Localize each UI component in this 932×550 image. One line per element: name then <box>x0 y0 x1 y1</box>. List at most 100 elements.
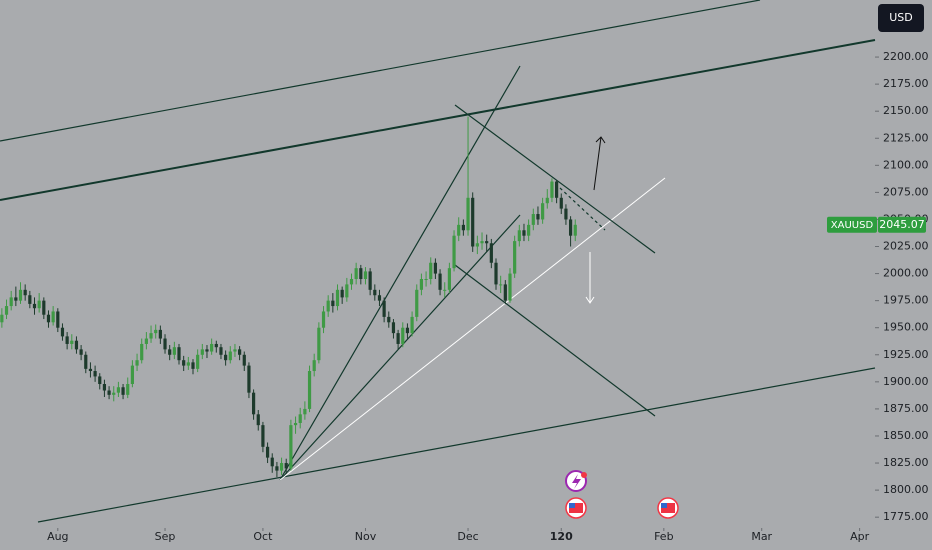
candle-body <box>564 208 568 220</box>
trend-line <box>37 367 876 523</box>
candle-body <box>541 203 545 220</box>
axes: 1775.00 1800.00 1825.00 1850.00 1875.00 1900.… <box>47 50 928 543</box>
y-tick-label: 2100.00 <box>883 158 929 171</box>
candle-body <box>522 230 526 236</box>
x-tick-label: Feb <box>654 530 673 543</box>
candle-body <box>186 362 190 366</box>
y-tick-label: 2075.00 <box>883 185 929 198</box>
candle-body <box>270 457 274 467</box>
candle-body <box>573 224 577 236</box>
candle-body <box>144 338 148 344</box>
candle-body <box>419 278 424 290</box>
candle-body <box>200 349 204 355</box>
drawings <box>0 0 876 523</box>
event-dot <box>581 472 587 478</box>
candle-body <box>349 278 354 285</box>
price-badge <box>878 216 926 233</box>
candle-body <box>368 271 372 290</box>
candle-body <box>182 360 186 366</box>
trend-line <box>454 264 656 417</box>
y-tick-label: 2200.00 <box>883 50 929 63</box>
candle-body <box>158 329 162 339</box>
y-tick-label: 1775.00 <box>883 510 929 523</box>
candle-body <box>298 414 302 423</box>
candle-body <box>312 360 316 372</box>
candle-body <box>98 376 102 385</box>
candle-body <box>550 181 554 198</box>
y-tick-label: 1850.00 <box>883 429 929 442</box>
candle-body <box>545 197 549 204</box>
flag <box>661 503 667 508</box>
trend-line <box>454 104 656 254</box>
candle-body <box>377 295 382 301</box>
candle-body <box>461 224 465 231</box>
candle-body <box>429 262 433 279</box>
candle-body <box>457 224 461 236</box>
candle-body <box>28 295 32 304</box>
candle-body <box>340 289 344 298</box>
candle-body <box>387 316 391 323</box>
candle-body <box>32 303 37 309</box>
x-tick-label: Mar <box>751 530 772 543</box>
candle-body <box>447 268 451 290</box>
candle-body <box>214 343 218 348</box>
trend-line <box>0 39 876 201</box>
candle-body <box>102 384 107 391</box>
y-tick-label: 1900.00 <box>883 375 929 388</box>
candle-body <box>568 219 573 236</box>
candle-body <box>107 390 111 395</box>
candle-body <box>527 224 531 236</box>
candle-body <box>503 284 507 301</box>
y-tick-label: 2150.00 <box>883 104 929 117</box>
candle-body <box>485 241 489 244</box>
candle-body <box>9 297 13 307</box>
candle-body <box>168 349 172 355</box>
y-tick-label: 2025.00 <box>883 240 929 253</box>
y-tick-label: 1800.00 <box>883 483 929 496</box>
candle-body <box>494 262 498 285</box>
candle-body <box>126 384 130 395</box>
candle-body <box>443 289 447 291</box>
candle-body <box>517 230 521 242</box>
currency-button[interactable] <box>878 4 924 32</box>
currency-label[interactable]: USD <box>889 11 913 24</box>
candle-body <box>233 349 237 352</box>
trend-line <box>279 177 666 481</box>
candle-body <box>4 306 9 315</box>
candle-body <box>196 354 200 369</box>
flag <box>569 503 575 508</box>
x-tick-label: Dec <box>457 530 478 543</box>
candle-body <box>289 425 293 469</box>
arrow-down <box>585 252 595 304</box>
x-tick-label: Apr <box>850 530 870 543</box>
candle-body <box>228 351 232 361</box>
candle-body <box>242 354 246 366</box>
candle-body <box>555 181 559 198</box>
candle-body <box>51 311 55 323</box>
candle-body <box>331 300 335 307</box>
candle-body <box>363 271 368 279</box>
candle-body <box>396 333 400 344</box>
candle-body <box>293 422 298 426</box>
candle-body <box>149 333 153 339</box>
candle-body <box>238 349 242 355</box>
candle-body <box>275 466 279 471</box>
candle-body <box>84 354 88 369</box>
candle-body <box>471 197 475 247</box>
candle-body <box>410 316 414 334</box>
last-price: 2045.07 <box>879 218 925 231</box>
candle-body <box>93 371 97 377</box>
candle-body <box>70 340 74 344</box>
candle-body <box>251 392 256 415</box>
candle-body <box>18 289 23 301</box>
candle-body <box>172 347 176 355</box>
candle-body <box>261 425 265 447</box>
candle-body <box>536 214 540 220</box>
arrow-up <box>593 136 606 191</box>
candle-body <box>247 365 251 393</box>
candle-body <box>88 368 93 372</box>
candle-body <box>513 241 517 274</box>
symbol-label: XAUUSD <box>831 220 874 231</box>
y-tick-label: 2175.00 <box>883 77 929 90</box>
trend-line <box>0 0 761 142</box>
